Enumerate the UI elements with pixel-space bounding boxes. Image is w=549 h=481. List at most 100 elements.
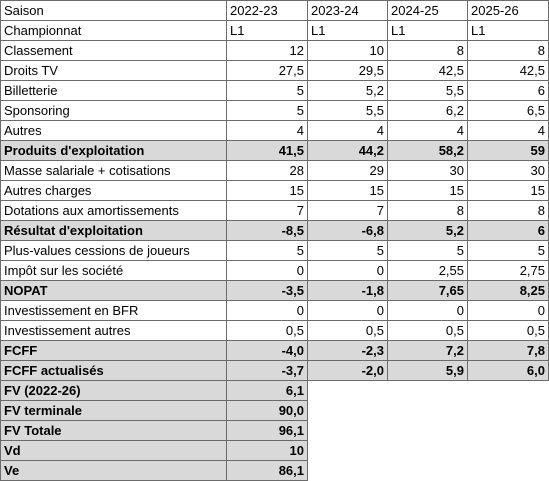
- value-cell: 29,5: [307, 60, 388, 81]
- empty-cell: [467, 460, 549, 481]
- value-cell: 4: [467, 120, 549, 141]
- value-cell: 41,5: [226, 140, 308, 161]
- value-cell: 12: [226, 40, 308, 61]
- table-row: Investissement en BFR 0 0 0 0: [0, 300, 549, 321]
- value-cell: 0: [307, 260, 388, 281]
- header-cell: 2023-24: [307, 0, 388, 21]
- value-cell: 30: [387, 160, 468, 181]
- empty-cell: [307, 400, 388, 421]
- value-cell: 6,1: [226, 380, 308, 401]
- value-cell: 10: [307, 40, 388, 61]
- row-label: Résultat d'exploitation: [0, 220, 227, 241]
- value-cell: 4: [387, 120, 468, 141]
- table-row: Sponsoring 5 5,5 6,2 6,5: [0, 100, 549, 121]
- table-row: FV (2022-26) 6,1: [0, 380, 549, 401]
- value-cell: 5: [226, 80, 308, 101]
- table-row: Investissement autres 0,5 0,5 0,5 0,5: [0, 320, 549, 341]
- row-label: Plus-values cessions de joueurs: [0, 240, 227, 261]
- row-label: FCFF: [0, 340, 227, 361]
- row-label: Impôt sur les société: [0, 260, 227, 281]
- empty-cell: [467, 400, 549, 421]
- row-label: Sponsoring: [0, 100, 227, 121]
- value-cell: 15: [387, 180, 468, 201]
- empty-cell: [307, 440, 388, 461]
- row-label: Produits d'exploitation: [0, 140, 227, 161]
- value-cell: 15: [307, 180, 388, 201]
- value-cell: 7: [226, 200, 308, 221]
- table-row: Ve 86,1: [0, 460, 549, 481]
- value-cell: -3,7: [226, 360, 308, 381]
- value-cell: 29: [307, 160, 388, 181]
- value-cell: 58,2: [387, 140, 468, 161]
- row-label: Autres charges: [0, 180, 227, 201]
- empty-cell: [467, 440, 549, 461]
- table-row: Résultat d'exploitation -8,5 -6,8 5,2 6: [0, 220, 549, 241]
- row-label: Investissement autres: [0, 320, 227, 341]
- header-cell: 2022-23: [226, 0, 308, 21]
- value-cell: -6,8: [307, 220, 388, 241]
- header-row: Saison 2022-23 2023-24 2024-25 2025-26: [0, 0, 549, 21]
- table-row: Impôt sur les société 0 0 2,55 2,75: [0, 260, 549, 281]
- value-cell: 90,0: [226, 400, 308, 421]
- row-label: Championnat: [0, 20, 227, 41]
- header-cell: 2024-25: [387, 0, 468, 21]
- value-cell: 5,2: [387, 220, 468, 241]
- value-cell: 5: [467, 240, 549, 261]
- empty-cell: [307, 460, 388, 481]
- value-cell: 0: [387, 300, 468, 321]
- value-cell: 96,1: [226, 420, 308, 441]
- value-cell: 0,5: [226, 320, 308, 341]
- table-row: FV Totale 96,1: [0, 420, 549, 441]
- row-label: FCFF actualisés: [0, 360, 227, 381]
- value-cell: 0,5: [467, 320, 549, 341]
- table-row: Droits TV 27,5 29,5 42,5 42,5: [0, 60, 549, 81]
- value-cell: 8: [387, 40, 468, 61]
- value-cell: 4: [307, 120, 388, 141]
- table-row: NOPAT -3,5 -1,8 7,65 8,25: [0, 280, 549, 301]
- value-cell: 0,5: [387, 320, 468, 341]
- value-cell: -8,5: [226, 220, 308, 241]
- value-cell: 5: [226, 240, 308, 261]
- value-cell: 8: [467, 200, 549, 221]
- row-label: Masse salariale + cotisations: [0, 160, 227, 181]
- value-cell: 6,2: [387, 100, 468, 121]
- table-row: Billetterie 5 5,2 5,5 6: [0, 80, 549, 101]
- value-cell: -4,0: [226, 340, 308, 361]
- table-row: Plus-values cessions de joueurs 5 5 5 5: [0, 240, 549, 261]
- value-cell: -2,0: [307, 360, 388, 381]
- table-row: Masse salariale + cotisations 28 29 30 30: [0, 160, 549, 181]
- value-cell: 28: [226, 160, 308, 181]
- value-cell: 8: [467, 40, 549, 61]
- table-row: Autres 4 4 4 4: [0, 120, 549, 141]
- value-cell: 15: [226, 180, 308, 201]
- value-cell: 5: [307, 240, 388, 261]
- value-cell: 4: [226, 120, 308, 141]
- value-cell: 0: [226, 300, 308, 321]
- value-cell: L1: [226, 20, 308, 41]
- table-row: Produits d'exploitation 41,5 44,2 58,2 59: [0, 140, 549, 161]
- value-cell: 6: [467, 220, 549, 241]
- table-row: Championnat L1 L1 L1 L1: [0, 20, 549, 41]
- row-label: FV (2022-26): [0, 380, 227, 401]
- value-cell: L1: [467, 20, 549, 41]
- row-label: Investissement en BFR: [0, 300, 227, 321]
- empty-cell: [307, 380, 388, 401]
- empty-cell: [387, 400, 468, 421]
- value-cell: 0,5: [307, 320, 388, 341]
- row-label: NOPAT: [0, 280, 227, 301]
- value-cell: 86,1: [226, 460, 308, 481]
- value-cell: 7,8: [467, 340, 549, 361]
- value-cell: -1,8: [307, 280, 388, 301]
- value-cell: 7: [307, 200, 388, 221]
- empty-cell: [467, 420, 549, 441]
- empty-cell: [387, 420, 468, 441]
- row-label: Billetterie: [0, 80, 227, 101]
- table-row: Autres charges 15 15 15 15: [0, 180, 549, 201]
- row-label: Classement: [0, 40, 227, 61]
- value-cell: L1: [387, 20, 468, 41]
- value-cell: 0: [226, 260, 308, 281]
- value-cell: 10: [226, 440, 308, 461]
- row-label: Vd: [0, 440, 227, 461]
